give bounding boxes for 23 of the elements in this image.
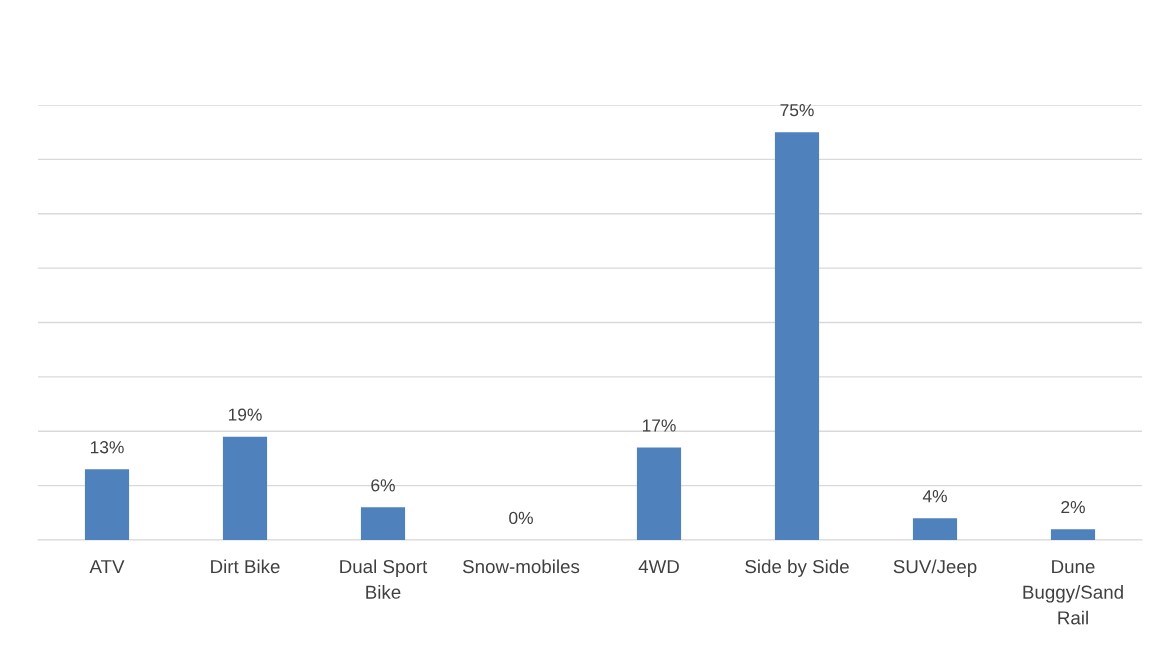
x-tick-label: ATV [89,560,125,574]
bar [222,436,268,540]
x-tick-label: Side by Side [745,559,849,577]
bar [1050,529,1096,540]
data-label: 19% [228,408,262,421]
data-label: 0% [509,511,533,525]
bar [360,507,406,540]
x-tick-label: Dual Sport Bike [340,559,428,599]
bar [84,469,130,540]
data-label: 4% [922,490,947,503]
x-tick-label: Snow-mobiles [462,559,580,574]
bar [636,447,682,540]
x-tick-label: Dune Buggy/Sand Rail [1023,560,1123,625]
x-tick-label: Dirt Bike [211,559,280,574]
data-label: 75% [780,104,814,117]
bar [912,518,958,540]
x-tick-label: 4WD [638,560,679,574]
data-label: 2% [1061,500,1085,514]
data-label: 17% [642,419,676,432]
data-label: 6% [371,479,395,492]
data-label: 13% [90,441,124,454]
x-tick-label: SUV/Jeep [893,559,977,577]
bar [774,132,820,540]
